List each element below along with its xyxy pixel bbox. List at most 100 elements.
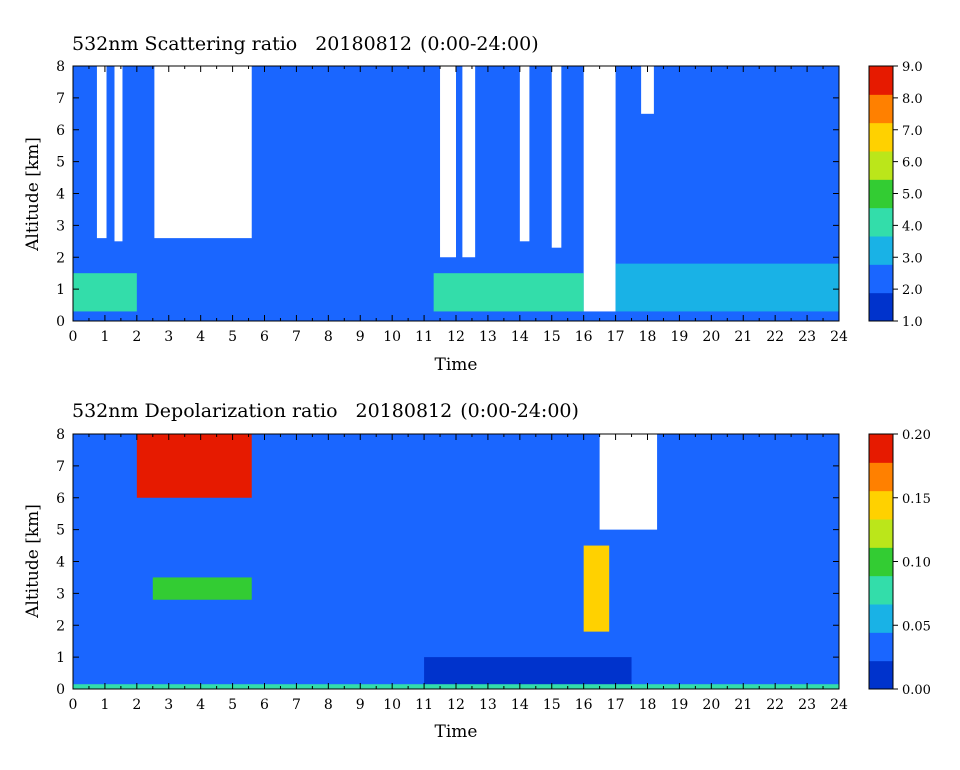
x-tick-label: 0 — [69, 329, 78, 345]
heatmap-cell-cloud-saturated — [599, 434, 658, 530]
x-tick-label: 19 — [671, 329, 689, 345]
x-tick-label: 2 — [132, 697, 141, 713]
y-tick-label: 1 — [56, 650, 65, 666]
y-tick-label: 4 — [56, 555, 65, 571]
heatmap-cell-cloud-saturated — [641, 66, 654, 114]
x-tick-label: 24 — [830, 697, 848, 713]
x-tick-label: 5 — [228, 697, 237, 713]
colorbar-segment — [869, 207, 893, 237]
x-tick-label: 9 — [356, 697, 365, 713]
colorbar-tick-label: 0.20 — [902, 428, 931, 443]
y-tick-label: 1 — [56, 282, 65, 298]
colorbar-tick-label: 2.0 — [902, 283, 923, 298]
colorbar-segment — [869, 547, 893, 577]
x-tick-label: 22 — [766, 697, 784, 713]
colorbar-segment — [869, 236, 893, 265]
x-tick-label: 17 — [607, 697, 625, 713]
colorbar-segment — [869, 292, 893, 322]
x-tick-label: 4 — [196, 697, 205, 713]
y-tick-label: 0 — [56, 682, 65, 698]
x-tick-label: 18 — [639, 329, 657, 345]
heatmap-cell-cloud-saturated — [114, 66, 123, 242]
colorbar-tick-label: 7.0 — [902, 124, 923, 139]
x-tick-label: 14 — [511, 329, 529, 345]
x-tick-label: 13 — [479, 697, 497, 713]
colorbar-tick-label: 1.0 — [902, 315, 923, 330]
heatmap-cell-cloud-saturated — [462, 66, 476, 258]
x-tick-label: 6 — [260, 329, 269, 345]
heatmap-cell-high-depol — [136, 434, 252, 498]
x-tick-label: 23 — [798, 697, 816, 713]
x-tick-label: 6 — [260, 697, 269, 713]
colorbar-tick-label: 4.0 — [902, 219, 923, 234]
y-axis-label: Altitude [km] — [23, 137, 43, 252]
heatmap-cell-cloud-base-depol — [152, 577, 252, 600]
x-tick-label: 16 — [575, 329, 593, 345]
heatmap-cell-aerosol-layer — [615, 263, 839, 312]
colorbar-segment — [869, 179, 893, 209]
x-tick-label: 7 — [292, 329, 301, 345]
x-tick-label: 7 — [292, 697, 301, 713]
x-tick-label: 18 — [639, 697, 657, 713]
colorbar-tick-label: 6.0 — [902, 156, 923, 171]
y-tick-label: 6 — [56, 123, 65, 139]
x-tick-label: 24 — [830, 329, 848, 345]
x-tick-label: 20 — [702, 697, 720, 713]
x-tick-label: 1 — [100, 329, 109, 345]
y-tick-label: 2 — [56, 250, 65, 266]
x-tick-label: 0 — [69, 697, 78, 713]
x-tick-label: 11 — [415, 697, 433, 713]
heatmap-cell-cloud-saturated — [154, 66, 252, 239]
x-tick-label: 21 — [734, 329, 752, 345]
x-tick-label: 12 — [447, 697, 465, 713]
heatmap-cell-cloud-saturated — [519, 66, 530, 242]
x-tick-label: 20 — [702, 329, 720, 345]
x-tick-label: 3 — [164, 697, 173, 713]
x-tick-label: 23 — [798, 329, 816, 345]
heatmap-cell-high-depol — [583, 545, 610, 632]
x-tick-label: 17 — [607, 329, 625, 345]
x-tick-label: 3 — [164, 329, 173, 345]
x-tick-label: 1 — [100, 697, 109, 713]
heatmap-cell-low-depol — [424, 657, 632, 689]
x-tick-label: 15 — [543, 697, 561, 713]
x-tick-label: 19 — [671, 697, 689, 713]
colorbar-segment — [869, 632, 893, 662]
x-tick-label: 9 — [356, 329, 365, 345]
colorbar-tick-label: 3.0 — [902, 251, 923, 266]
heatmap-cell-cloud-saturated — [440, 66, 456, 258]
scattering-ratio-panel: 532nm Scattering ratio 20180812 (0:00-24:0… — [23, 33, 923, 375]
colorbar: 0.00 0.05 0.10 0.15 0.20 — [868, 428, 931, 698]
y-tick-label: 0 — [56, 314, 65, 330]
colorbar-segment — [869, 264, 893, 294]
y-tick-label: 5 — [56, 155, 65, 171]
colorbar-segment — [869, 94, 893, 124]
x-axis-label: Time — [435, 355, 478, 375]
x-tick-label: 11 — [415, 329, 433, 345]
x-tick-label: 8 — [324, 697, 333, 713]
y-tick-label: 5 — [56, 523, 65, 539]
heatmap-cell-aerosol-layer — [433, 273, 584, 312]
x-tick-label: 12 — [447, 329, 465, 345]
x-tick-label: 13 — [479, 329, 497, 345]
x-tick-label: 22 — [766, 329, 784, 345]
colorbar-tick-label: 5.0 — [902, 188, 923, 203]
colorbar-segment — [869, 122, 893, 152]
x-tick-label: 2 — [132, 329, 141, 345]
y-tick-label: 7 — [56, 459, 65, 475]
chart-title: 532nm Depolarization ratio 20180812 (0:00-… — [72, 400, 579, 422]
colorbar-tick-label: 0.15 — [902, 492, 931, 507]
colorbar-segment — [869, 660, 893, 690]
y-tick-label: 2 — [56, 618, 65, 634]
colorbar-segment — [869, 604, 893, 633]
colorbar-segment — [869, 519, 893, 548]
colorbar: 1.0 2.0 3.0 4.0 5.0 6.0 7.0 8.0 9.0 — [868, 60, 923, 330]
colorbar-segment — [869, 434, 893, 463]
colorbar-tick-label: 9.0 — [902, 60, 923, 75]
colorbar-segment — [869, 575, 893, 605]
heatmap-area: 0 1 2 3 4 5 6 7 8 9 10 11 12 13 14 15 16 17 18 19 20 21 22 23 24… — [56, 59, 848, 345]
depolarization-ratio-panel: 532nm Depolarization ratio 20180812 (0:00-… — [23, 400, 931, 742]
colorbar-segment — [869, 462, 893, 492]
chart-title: 532nm Scattering ratio 20180812 (0:00-24:0… — [72, 33, 539, 55]
heatmap-area: 0 1 2 3 4 5 6 7 8 9 10 11 12 13 14 15 16 17 18 19 20 21 22 23 24… — [56, 427, 848, 713]
